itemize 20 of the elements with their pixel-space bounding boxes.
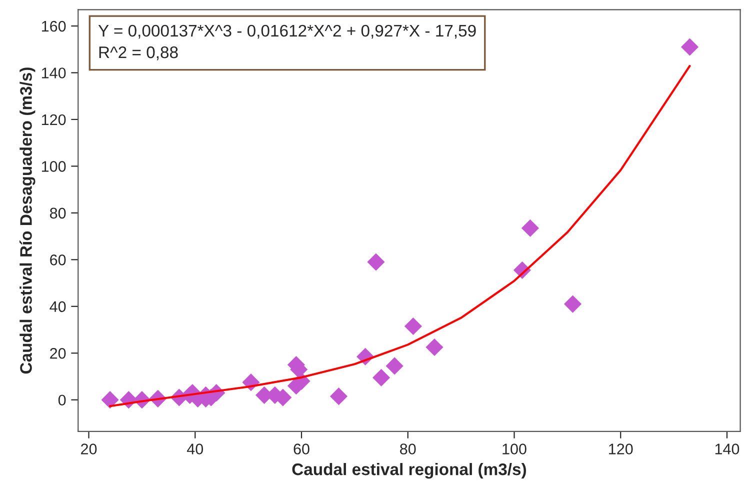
y-tick-label: 0 <box>58 394 66 406</box>
y-tick-label: 60 <box>50 254 66 266</box>
x-tick-label: 20 <box>81 444 97 454</box>
y-tick-label: 140 <box>42 68 66 78</box>
y-tick-label: 120 <box>42 114 66 126</box>
y-tick-label: 100 <box>42 161 66 172</box>
annotation: R^2 = 0,88 <box>99 46 178 60</box>
x-tick-label: 40 <box>186 444 204 454</box>
x-tick-label: 80 <box>400 444 416 454</box>
y-tick-label: 40 <box>50 301 66 312</box>
x-axis-title: Caudal estival regional (m3/s) <box>292 462 526 479</box>
x-tick-label: 100 <box>502 444 526 454</box>
x-tick-label: 60 <box>294 444 310 454</box>
y-tick-label: 20 <box>50 348 66 359</box>
x-tick-label: 140 <box>715 444 740 454</box>
y-tick-label: 80 <box>50 208 66 219</box>
annotation: Y = 0,000137*X^3 - 0,01612*X^2 + 0,927*X - 17,59 <box>98 24 476 39</box>
x-tick-label: 120 <box>609 444 633 454</box>
y-tick-label: 160 <box>42 20 66 32</box>
y-axis-title: Caudal estival Río Desaguadero (m3/s) <box>20 68 36 374</box>
